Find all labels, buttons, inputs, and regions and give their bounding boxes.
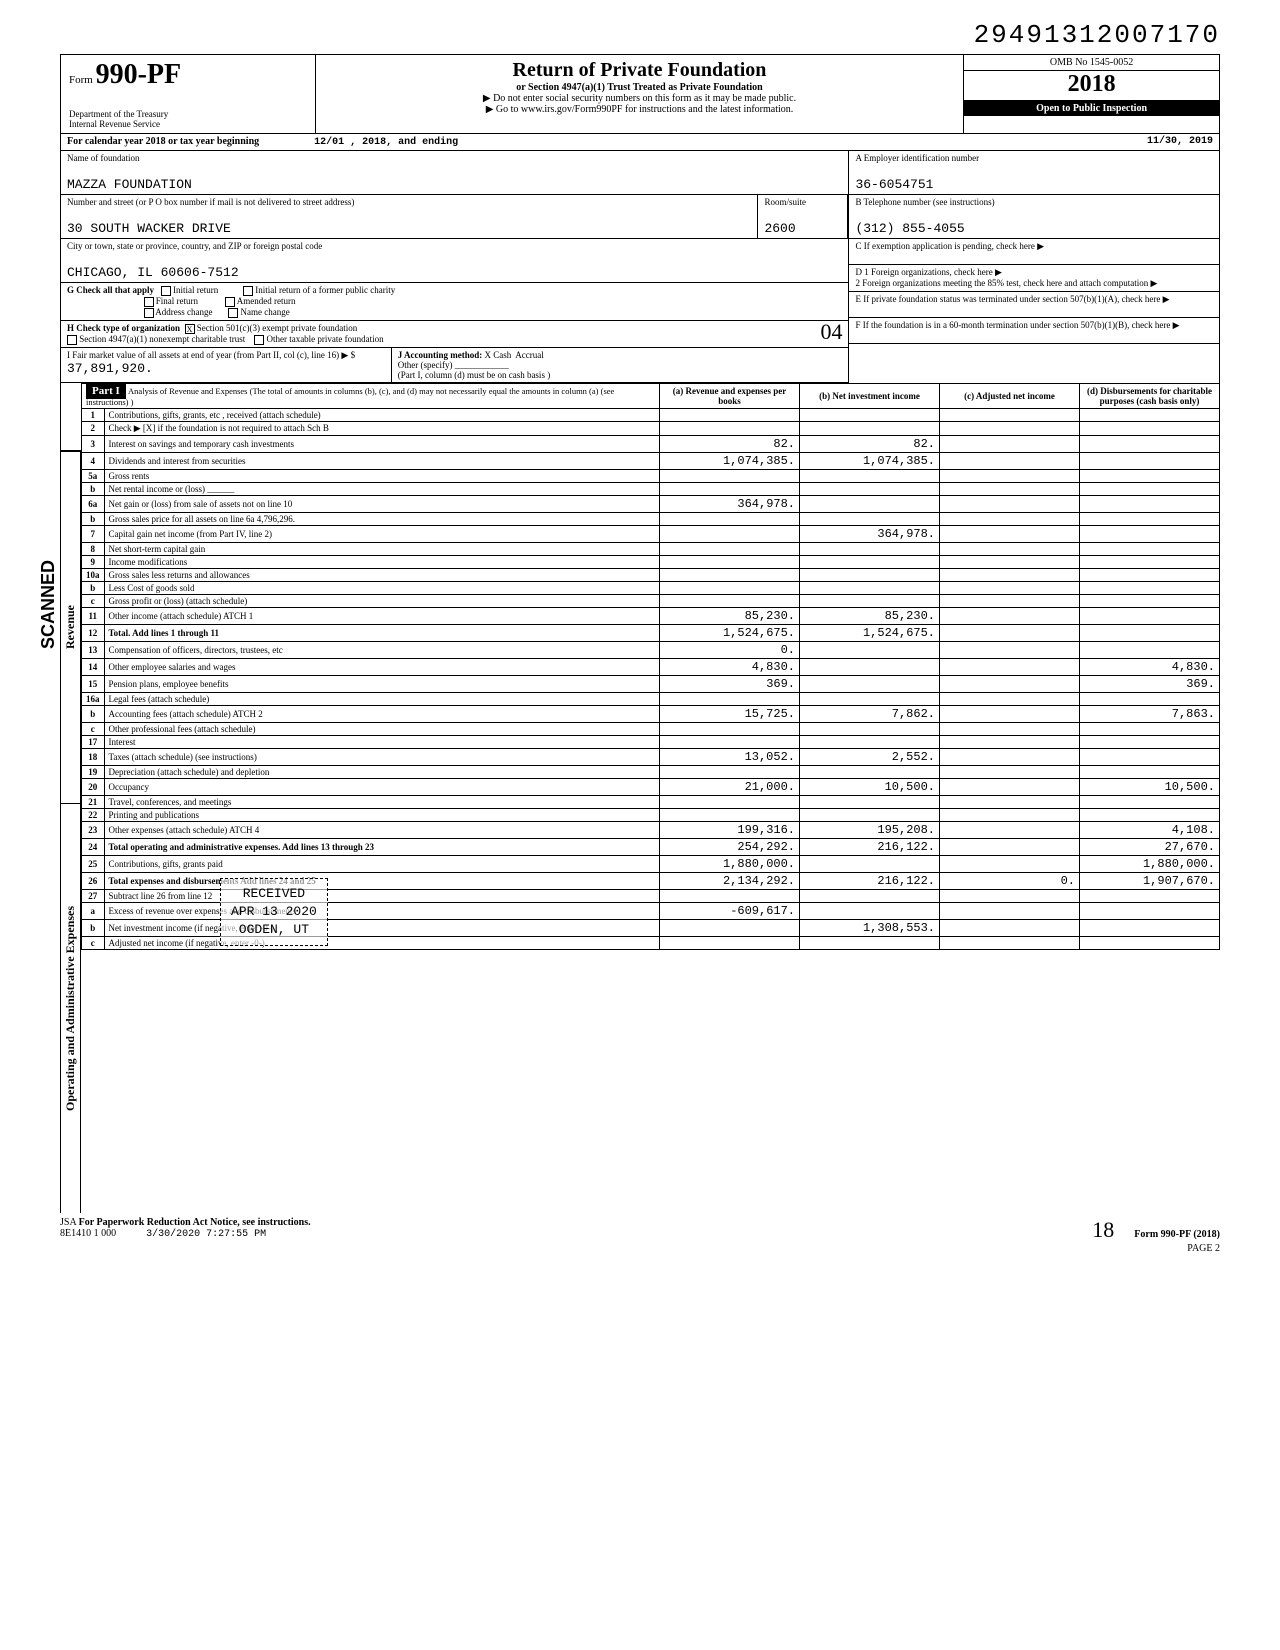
table-row: cGross profit or (loss) (attach schedule… xyxy=(82,594,1220,607)
col-b-header: (b) Net investment income xyxy=(800,383,940,408)
box-c: C If exemption application is pending, c… xyxy=(849,239,1219,265)
section-h-row: H Check type of organization X Section 5… xyxy=(61,321,848,348)
section-i-cell: I Fair market value of all assets at end… xyxy=(61,348,392,382)
form-title: Return of Private Foundation xyxy=(324,59,955,82)
form-instruction-2: ▶ Go to www.irs.gov/Form990PF for instru… xyxy=(324,104,955,115)
revenue-side-label: Revenue xyxy=(60,451,81,803)
tax-year: 2018 xyxy=(964,71,1219,101)
section-j-cell: J Accounting method: X Cash Accrual Othe… xyxy=(392,348,849,382)
expenses-side-label: Operating and Administrative Expenses xyxy=(60,803,81,1213)
table-row: 22Printing and publications xyxy=(82,808,1220,821)
table-row: 7Capital gain net income (from Part IV, … xyxy=(82,525,1220,542)
part-i-table: Part I Analysis of Revenue and Expenses … xyxy=(81,383,1220,950)
box-d: D 1 Foreign organizations, check here ▶ … xyxy=(849,265,1219,292)
table-row: 2Check ▶ [X] if the foundation is not re… xyxy=(82,421,1220,435)
col-d-header: (d) Disbursements for charitable purpose… xyxy=(1080,383,1220,408)
table-row: 19Depreciation (attach schedule) and dep… xyxy=(82,765,1220,778)
table-row: 24Total operating and administrative exp… xyxy=(82,838,1220,855)
public-inspection-label: Open to Public Inspection xyxy=(964,101,1219,116)
document-locator-number: 29491312007170 xyxy=(60,20,1220,50)
table-row: 18Taxes (attach schedule) (see instructi… xyxy=(82,748,1220,765)
table-row: bAccounting fees (attach schedule) ATCH … xyxy=(82,705,1220,722)
section-g-row: G Check all that apply Initial return In… xyxy=(61,283,848,321)
room-suite-cell: Room/suite 2600 xyxy=(758,195,848,239)
col-c-header: (c) Adjusted net income xyxy=(940,383,1080,408)
foundation-name-cell: Name of foundation MAZZA FOUNDATION xyxy=(61,151,848,195)
table-row: 6aNet gain or (loss) from sale of assets… xyxy=(82,495,1220,512)
part-i-table-wrap: Revenue Operating and Administrative Exp… xyxy=(60,383,1220,1213)
city-cell: City or town, state or province, country… xyxy=(61,239,848,283)
table-row: 14Other employee salaries and wages4,830… xyxy=(82,658,1220,675)
table-row: bNet rental income or (loss) ______ xyxy=(82,482,1220,495)
table-row: bLess Cost of goods sold xyxy=(82,581,1220,594)
table-row: 16aLegal fees (attach schedule) xyxy=(82,692,1220,705)
table-row: 12Total. Add lines 1 through 111,524,675… xyxy=(82,624,1220,641)
form-header: Form 990-PF Department of the Treasury I… xyxy=(60,54,1220,134)
received-stamp: RECEIVED APR 13 2020 OGDEN, UT xyxy=(220,878,328,947)
table-row: cOther professional fees (attach schedul… xyxy=(82,722,1220,735)
box-a-ein: A Employer identification number 36-6054… xyxy=(849,151,1219,195)
calendar-year-row: For calendar year 2018 or tax year begin… xyxy=(60,134,1220,151)
handwritten-04: 04 xyxy=(820,319,842,345)
table-row: 4Dividends and interest from securities1… xyxy=(82,452,1220,469)
dept-label: Department of the Treasury Internal Reve… xyxy=(69,109,307,129)
table-row: 21Travel, conferences, and meetings xyxy=(82,795,1220,808)
box-b-phone: B Telephone number (see instructions) (3… xyxy=(849,195,1219,239)
table-row: 13Compensation of officers, directors, t… xyxy=(82,641,1220,658)
box-f: F If the foundation is in a 60-month ter… xyxy=(849,318,1219,344)
table-row: 11Other income (attach schedule) ATCH 18… xyxy=(82,607,1220,624)
box-e: E If private foundation status was termi… xyxy=(849,292,1219,318)
table-row: 10aGross sales less returns and allowanc… xyxy=(82,568,1220,581)
form-number: Form 990-PF xyxy=(69,59,307,91)
footer-row: JSA For Paperwork Reduction Act Notice, … xyxy=(60,1217,1220,1254)
col-a-header: (a) Revenue and expenses per books xyxy=(660,383,800,408)
entity-info-block: Name of foundation MAZZA FOUNDATION Numb… xyxy=(60,151,1220,383)
scanned-stamp: SCANNED xyxy=(38,560,59,649)
jsa-label: JSA xyxy=(60,1217,76,1228)
table-row: 17Interest xyxy=(82,735,1220,748)
form-subtitle: or Section 4947(a)(1) Trust Treated as P… xyxy=(324,82,955,93)
table-row: 9Income modifications xyxy=(82,555,1220,568)
table-row: 8Net short-term capital gain xyxy=(82,542,1220,555)
street-address-cell: Number and street (or P O box number if … xyxy=(61,195,758,239)
table-row: bGross sales price for all assets on lin… xyxy=(82,512,1220,525)
table-row: 20Occupancy21,000.10,500.10,500. xyxy=(82,778,1220,795)
table-row: 3Interest on savings and temporary cash … xyxy=(82,435,1220,452)
table-row: 25Contributions, gifts, grants paid1,880… xyxy=(82,855,1220,872)
table-row: 15Pension plans, employee benefits369.36… xyxy=(82,675,1220,692)
handwritten-18: 18 xyxy=(1092,1217,1114,1242)
table-row: 5aGross rents xyxy=(82,469,1220,482)
form-instruction-1: ▶ Do not enter social security numbers o… xyxy=(324,93,955,104)
omb-number: OMB No 1545-0052 xyxy=(964,55,1219,71)
table-row: 23Other expenses (attach schedule) ATCH … xyxy=(82,821,1220,838)
table-row: 1Contributions, gifts, grants, etc , rec… xyxy=(82,408,1220,421)
